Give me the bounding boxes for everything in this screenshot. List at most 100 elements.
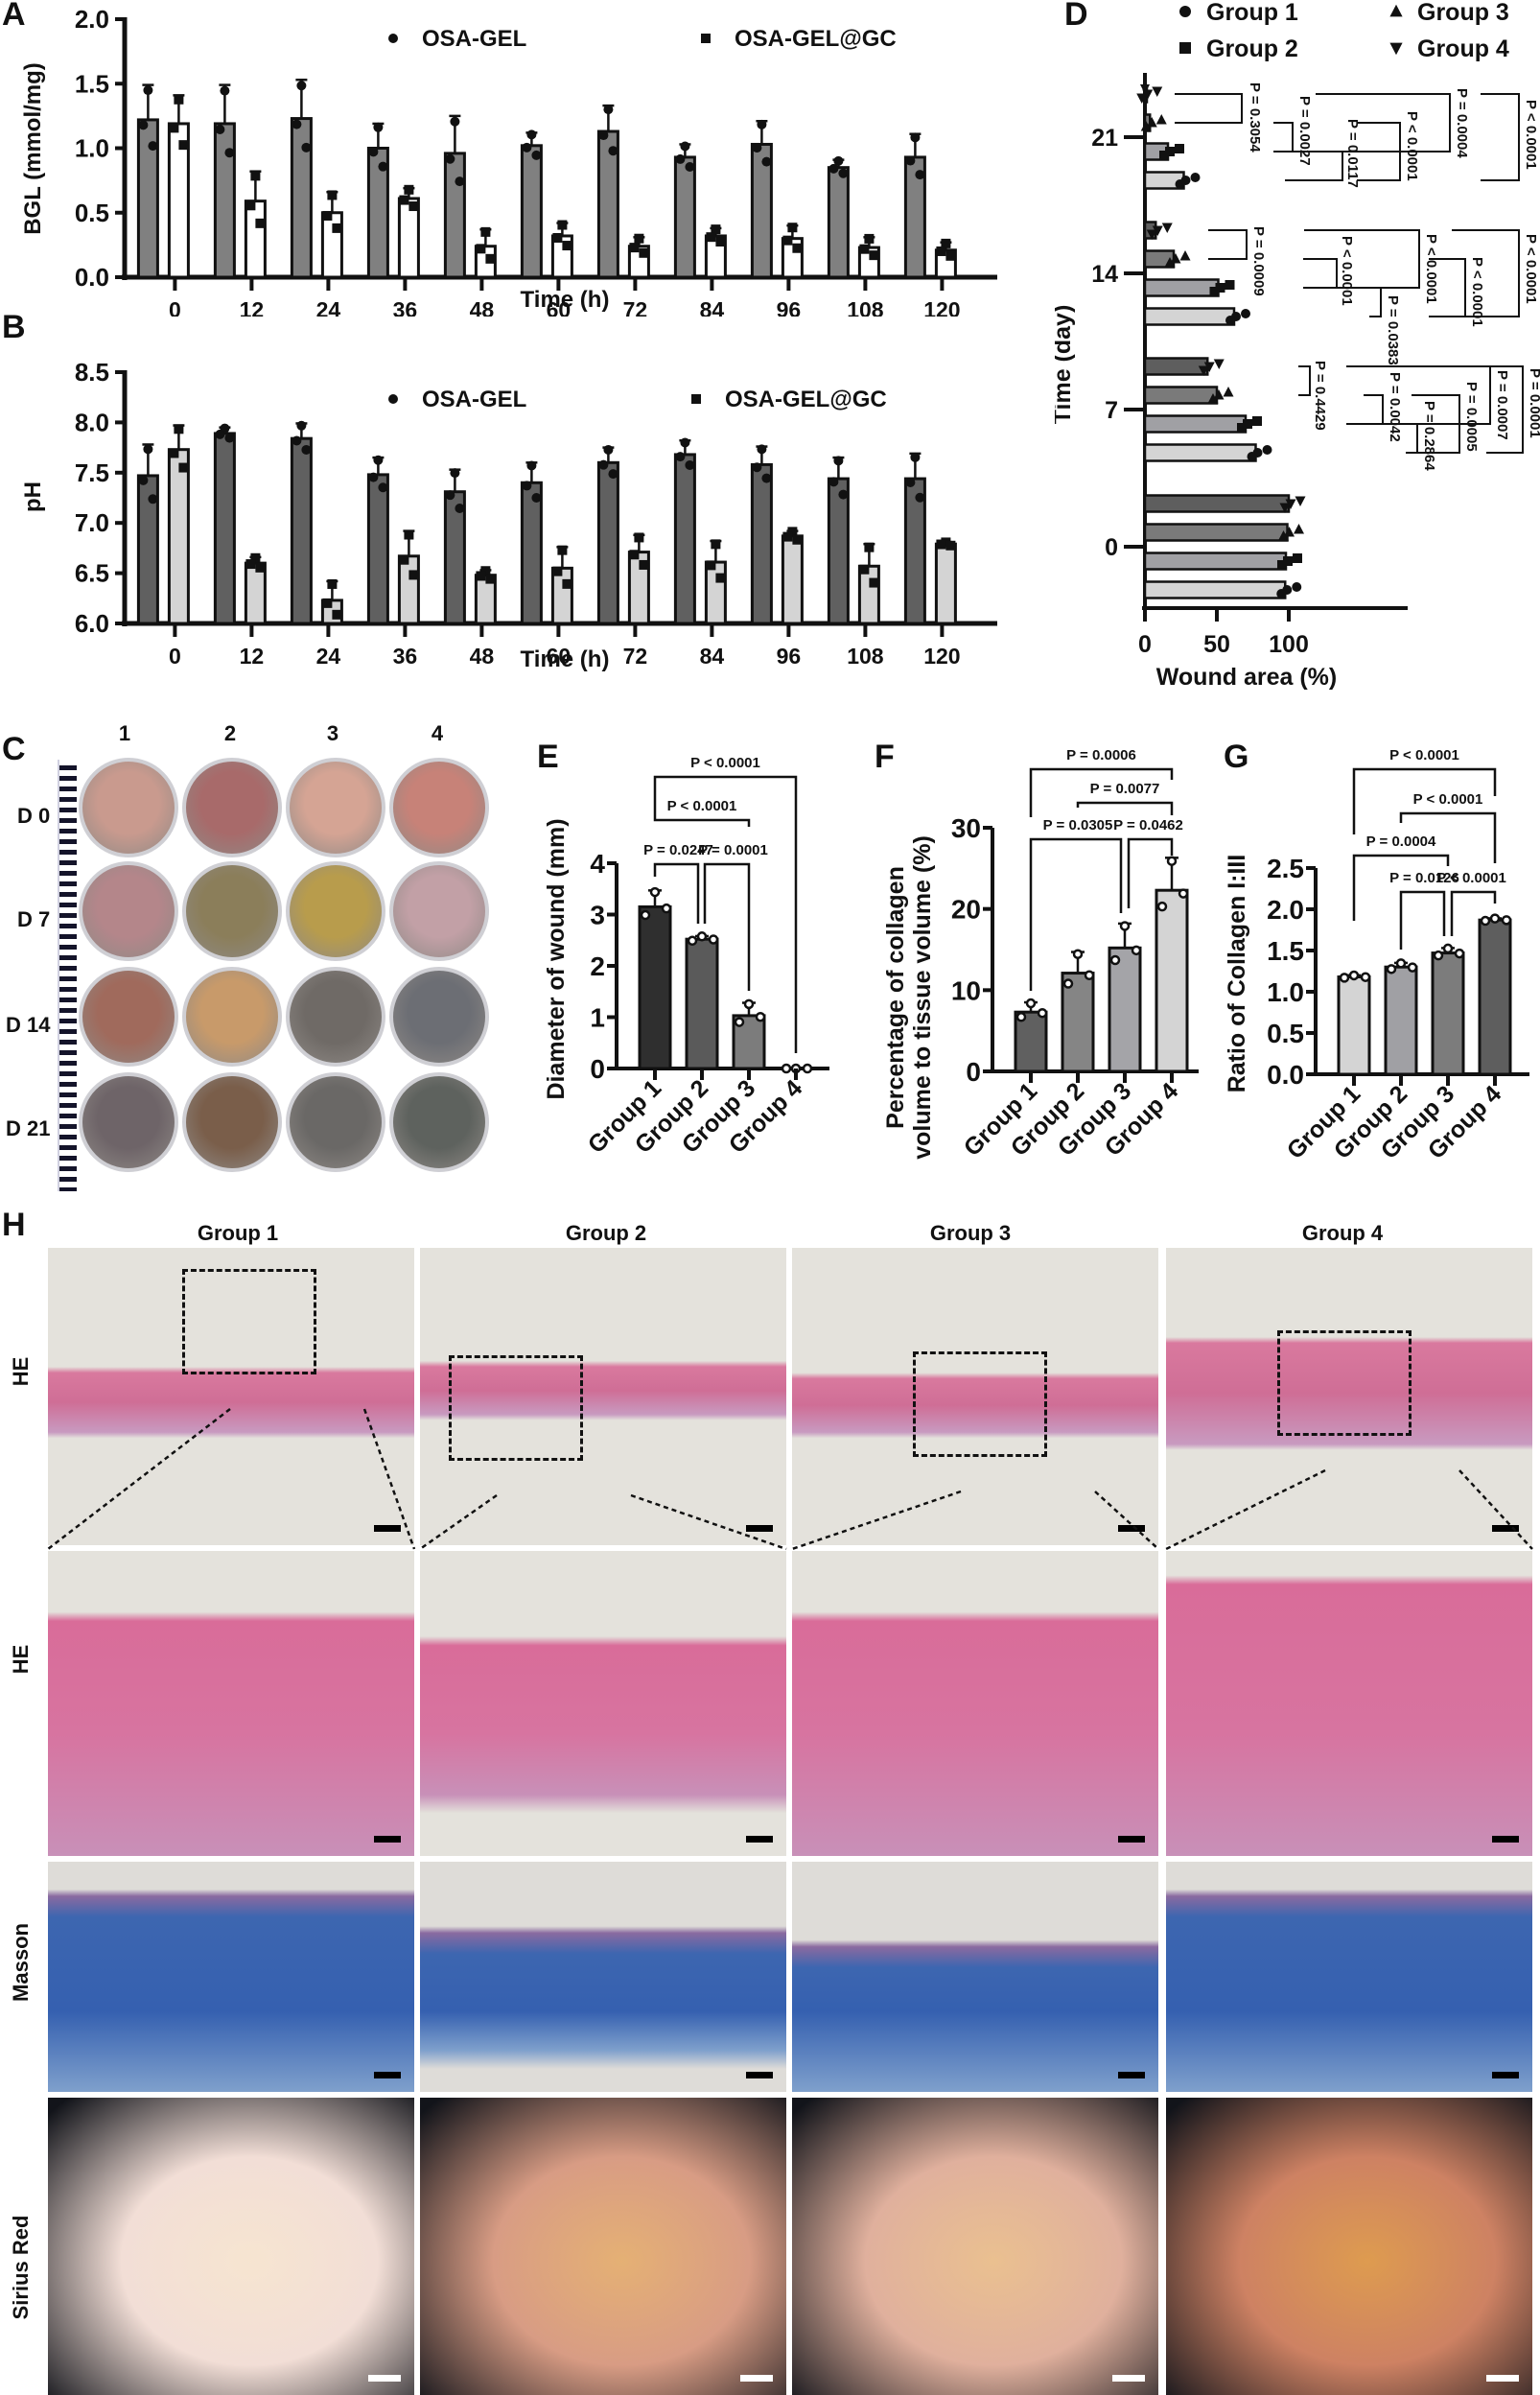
- svg-text:P = 0.0004: P = 0.0004: [1366, 834, 1436, 850]
- svg-text:Group 1: Group 1: [1206, 0, 1298, 26]
- svg-text:P < 0.0001: P < 0.0001: [1413, 791, 1483, 808]
- scale-bar: [1492, 2072, 1519, 2078]
- svg-text:P = 0.2864: P = 0.2864: [1421, 401, 1437, 471]
- wound-photo-d14-group4: [389, 967, 489, 1067]
- zoom-region-box: [182, 1269, 316, 1374]
- panel-label-e: E: [537, 739, 559, 775]
- histology-grid: Group 1 Group 2 Group 3 Group 4 HE HE Ma…: [0, 1213, 1540, 2395]
- svg-text:0.0: 0.0: [1267, 1060, 1304, 1090]
- histology-he-low-group4: [1166, 1248, 1532, 1545]
- chart-a-bgl: 0.0 0.5 1.0 1.5 2.0 BGL (mmol/mg) 0 12 24 36 48 60 7…: [20, 5, 997, 317]
- svg-text:1: 1: [590, 1003, 605, 1033]
- svg-text:4: 4: [590, 849, 605, 879]
- svg-text:0.0: 0.0: [75, 263, 109, 292]
- zoom-region-box: [449, 1355, 583, 1461]
- svg-text:14: 14: [1091, 261, 1118, 288]
- svg-text:Time (h): Time (h): [521, 287, 610, 313]
- chart-d-wound-area: Group 1 Group 2 Group 3 Group 4 0 50 100 Wound …: [1055, 0, 1540, 691]
- svg-text:2.5: 2.5: [1267, 854, 1304, 883]
- chart-g-collagen-ratio: 0.0 0.5 1.0 1.5 2.0 2.5 Ratio of Collagen I:II…: [1224, 747, 1529, 1164]
- svg-text:1.5: 1.5: [75, 69, 109, 98]
- svg-text:0.5: 0.5: [75, 199, 109, 227]
- svg-text:0: 0: [590, 1054, 605, 1084]
- svg-text:P = 0.0027: P = 0.0027: [1296, 96, 1313, 166]
- histo-row-sirius-red: Sirius Red: [9, 2215, 33, 2320]
- photo-col-3: 3: [326, 721, 339, 745]
- chart-f-collagen-volume: 0 10 20 30 Percentage of collagen volume to t…: [882, 747, 1199, 1162]
- panel-label-b: B: [2, 309, 26, 345]
- svg-text:0: 0: [1105, 534, 1118, 561]
- svg-text:P = 0.0042: P = 0.0042: [1387, 372, 1403, 442]
- svg-text:1.5: 1.5: [1267, 936, 1304, 966]
- scale-bar: [746, 2072, 773, 2078]
- scale-bar: [374, 1836, 401, 1843]
- svg-text:7: 7: [1105, 397, 1118, 424]
- wound-photo-d7-group1: [79, 861, 178, 961]
- svg-text:100: 100: [1269, 631, 1309, 658]
- wound-photo-d0-group1: [79, 758, 178, 857]
- svg-text:120: 120: [923, 644, 960, 669]
- svg-text:12: 12: [240, 297, 265, 317]
- svg-text:2.0: 2.0: [1267, 895, 1304, 925]
- histology-sirius-red-group2: [420, 2098, 786, 2395]
- photo-row-d21: D 21: [6, 1116, 51, 1140]
- svg-text:3: 3: [590, 901, 605, 930]
- svg-text:Diameter of wound (mm): Diameter of wound (mm): [543, 818, 570, 1099]
- svg-text:108: 108: [847, 297, 884, 317]
- svg-text:60: 60: [547, 644, 572, 669]
- svg-text:P = 0.0009: P = 0.0009: [1250, 226, 1267, 296]
- svg-text:P = 0.0077: P = 0.0077: [1090, 781, 1160, 797]
- histology-he-low-group1: [48, 1248, 414, 1545]
- histology-masson-group4: [1166, 1862, 1532, 2092]
- svg-text:24: 24: [316, 644, 341, 669]
- svg-text:2.0: 2.0: [75, 5, 109, 34]
- panel-label-h: H: [2, 1207, 26, 1243]
- svg-text:12: 12: [240, 644, 265, 669]
- svg-text:6.5: 6.5: [75, 559, 109, 588]
- svg-text:P < 0.0001: P < 0.0001: [1436, 870, 1506, 886]
- svg-text:Wound area (%): Wound area (%): [1156, 664, 1337, 691]
- panel-label-d: D: [1064, 0, 1088, 33]
- wound-photo-d21-group4: [389, 1072, 489, 1172]
- histology-he-high-group4: [1166, 1551, 1532, 1856]
- histology-he-low-group3: [792, 1248, 1158, 1545]
- svg-text:Time (day): Time (day): [1055, 305, 1076, 425]
- panel-label-a: A: [2, 0, 26, 33]
- wound-photo-d21-group3: [286, 1072, 385, 1172]
- histo-row-he-high: HE: [9, 1644, 33, 1675]
- svg-text:36: 36: [393, 644, 418, 669]
- wound-photo-d0-group2: [182, 758, 282, 857]
- svg-text:P < 0.0001: P < 0.0001: [1469, 257, 1485, 327]
- panel-label-g: G: [1224, 739, 1249, 775]
- svg-text:108: 108: [847, 644, 884, 669]
- histo-col-group3: Group 3: [929, 1221, 1012, 1245]
- scale-bar: [1486, 2375, 1519, 2382]
- svg-text:20: 20: [951, 895, 981, 925]
- svg-text:OSA-GEL@GC: OSA-GEL@GC: [725, 387, 887, 412]
- scale-bar: [1118, 1525, 1145, 1532]
- svg-text:1.0: 1.0: [75, 134, 109, 163]
- wound-photo-d21-group1: [79, 1072, 178, 1172]
- svg-text:72: 72: [623, 297, 648, 317]
- svg-text:10: 10: [951, 975, 981, 1005]
- svg-text:Percentage of collagen: Percentage of collagen: [882, 866, 909, 1129]
- zoom-indicator-lines: [47, 1408, 1533, 1551]
- svg-text:1.0: 1.0: [1267, 977, 1304, 1007]
- wound-photo-d0-group4: [389, 758, 489, 857]
- svg-text:P = 0.0305: P = 0.0305: [1043, 817, 1113, 834]
- scale-bar: [1492, 1836, 1519, 1843]
- photo-col-2: 2: [223, 721, 237, 745]
- svg-text:Group 2: Group 2: [1206, 35, 1298, 62]
- svg-text:P = 0.0383: P = 0.0383: [1385, 295, 1401, 365]
- photo-row-d14: D 14: [6, 1013, 51, 1037]
- svg-text:48: 48: [470, 297, 495, 317]
- svg-text:0: 0: [966, 1057, 981, 1087]
- histo-col-group4: Group 4: [1301, 1221, 1384, 1245]
- svg-text:P < 0.0001: P < 0.0001: [1389, 747, 1459, 763]
- histology-he-high-group2: [420, 1551, 786, 1856]
- svg-text:Ratio of Collagen I:III: Ratio of Collagen I:III: [1224, 855, 1250, 1093]
- svg-text:84: 84: [700, 297, 725, 317]
- svg-text:2: 2: [590, 951, 605, 981]
- svg-text:P = 0.0004: P = 0.0004: [1454, 88, 1470, 158]
- wound-photo-d0-group3: [286, 758, 385, 857]
